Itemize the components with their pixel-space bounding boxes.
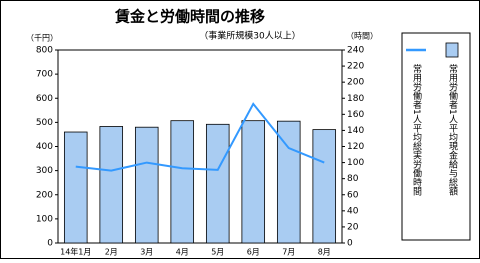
y2-tick-label: 180 <box>347 94 364 104</box>
y-axis-label: （千円） <box>26 33 58 43</box>
y2-tick-label: 100 <box>347 158 364 168</box>
legend-swatch <box>445 42 459 58</box>
bar <box>170 120 195 244</box>
bar <box>276 120 301 244</box>
chart-subtitle: （事業所規模30人以上） <box>199 30 300 42</box>
legend-label: 常用労働者1人平均総実労働時間 <box>411 63 422 197</box>
y2-tick-label: 140 <box>347 126 364 136</box>
y2-tick-label: 200 <box>347 78 364 88</box>
y-tick-label: 400 <box>36 142 53 152</box>
x-tick-label: 4月 <box>176 248 189 257</box>
y2-tick-label: 40 <box>347 206 359 216</box>
bar <box>99 126 124 244</box>
y-tick-label: 0 <box>47 239 53 249</box>
bar <box>63 131 88 244</box>
y2-axis-label: （時間） <box>346 32 378 41</box>
y2-tick-label: 20 <box>347 222 359 232</box>
line <box>75 102 325 172</box>
y-tick-label: 100 <box>36 214 53 224</box>
bar <box>205 123 230 244</box>
bar <box>312 129 337 244</box>
y2-tick-label: 220 <box>347 62 364 72</box>
chart-title: 賃金と労働時間の推移 <box>114 8 265 26</box>
x-tick-label: 2月 <box>105 248 118 257</box>
y-tick-label: 200 <box>36 190 53 200</box>
y2-tick-label: 80 <box>347 174 359 184</box>
x-tick-label: 14年1月 <box>60 247 91 257</box>
x-tick-label: 8月 <box>318 248 331 257</box>
y-tick-label: 500 <box>36 118 53 128</box>
y2-tick-label: 240 <box>347 46 364 56</box>
y-tick-label: 800 <box>36 46 53 56</box>
y2-tick-label: 0 <box>347 239 353 249</box>
bar <box>241 120 266 244</box>
y-tick-label: 600 <box>36 94 53 104</box>
legend <box>401 32 471 241</box>
y2-tick-label: 120 <box>347 142 364 152</box>
x-tick-label: 5月 <box>211 248 224 257</box>
x-tick-label: 3月 <box>140 248 153 257</box>
bar <box>134 126 159 244</box>
y2-tick-label: 160 <box>347 110 364 120</box>
x-tick-label: 7月 <box>282 248 295 257</box>
x-tick-label: 6月 <box>247 248 260 257</box>
y-tick-label: 300 <box>36 166 53 176</box>
y-tick-label: 700 <box>36 70 53 80</box>
legend-label: 常用労働者1人平均現金給与総額 <box>447 63 458 197</box>
y2-tick-label: 60 <box>347 190 359 200</box>
